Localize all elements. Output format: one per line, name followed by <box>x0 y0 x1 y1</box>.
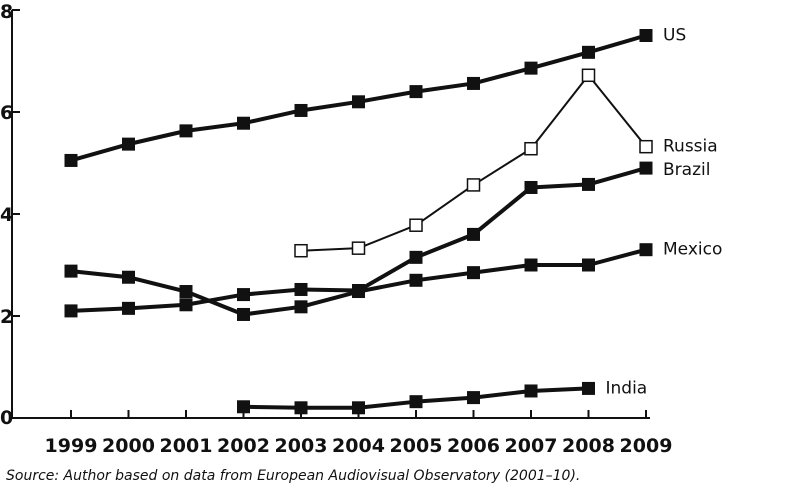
data-point-brazil <box>237 288 250 302</box>
data-point-us <box>294 103 308 117</box>
axes <box>11 9 650 419</box>
data-point-mexico <box>64 264 78 278</box>
data-point-us <box>639 29 653 42</box>
x-tick-label: 1999 <box>45 435 98 457</box>
data-point-mexico <box>294 300 308 314</box>
data-point-mexico <box>467 266 480 280</box>
data-point-us <box>237 116 250 130</box>
x-tick-label: 2000 <box>102 435 155 457</box>
data-point-brazil <box>467 227 480 241</box>
data-point-brazil <box>639 161 653 175</box>
series-label-mexico: Mexico <box>663 240 722 260</box>
data-point-us <box>524 61 538 75</box>
data-point-russia <box>581 68 596 83</box>
data-point-us <box>122 137 135 151</box>
data-point-brazil <box>294 282 308 296</box>
data-point-us <box>179 124 193 138</box>
x-tick-labels: 1999 2000 2001 2002 2003 2004 2005 2006 2007 2008… <box>45 435 673 457</box>
x-tick-label: 2002 <box>217 435 270 457</box>
x-tick-label: 2007 <box>505 435 558 457</box>
data-point-brazil <box>409 250 423 264</box>
data-point-india <box>582 381 595 395</box>
series-labels: US Russia Brazil Mexico India <box>606 26 723 399</box>
data-point-mexico <box>582 258 595 272</box>
y-tick-label: 0 <box>0 407 13 429</box>
data-point-us <box>582 45 595 59</box>
data-point-russia <box>466 178 481 192</box>
data-point-brazil <box>64 304 78 318</box>
data-point-russia <box>409 218 423 232</box>
data-point-brazil <box>122 301 135 315</box>
data-point-mexico <box>352 285 365 299</box>
series-label-russia: Russia <box>663 137 718 157</box>
series-label-brazil: Brazil <box>663 160 710 180</box>
data-point-us <box>467 76 480 90</box>
data-point-mexico <box>122 270 135 284</box>
data-point-russia <box>294 243 308 258</box>
data-point-brazil <box>179 298 193 312</box>
y-tick-label: 6 <box>0 102 13 124</box>
y-tick-label: 2 <box>0 306 13 328</box>
x-tick-label: 2006 <box>447 435 500 457</box>
data-point-mexico <box>179 285 193 299</box>
source-note: Source: Author based on data from Europe… <box>6 468 581 484</box>
data-point-india <box>467 391 480 405</box>
series-india <box>237 381 595 415</box>
data-point-russia <box>351 241 366 255</box>
data-point-us <box>409 85 423 99</box>
x-tick-label: 2003 <box>275 435 328 457</box>
data-point-russia <box>524 141 538 156</box>
data-point-brazil <box>524 180 538 194</box>
x-tick-label: 2001 <box>160 435 213 457</box>
data-point-india <box>524 384 538 398</box>
series-label-us: US <box>663 26 686 46</box>
series-layer <box>64 29 653 415</box>
y-tick-label: 8 <box>0 1 13 23</box>
data-point-us <box>352 95 365 109</box>
x-tick-label: 2005 <box>390 435 443 457</box>
data-point-russia <box>639 139 653 154</box>
data-point-mexico <box>237 307 250 321</box>
x-tick-label: 2009 <box>620 435 673 457</box>
y-tick-labels: 0 2 4 6 8 <box>0 1 13 429</box>
x-tick-label: 2004 <box>332 435 385 457</box>
series-label-india: India <box>606 378 648 398</box>
series-mexico <box>64 243 653 321</box>
data-point-mexico <box>639 243 653 257</box>
series-us <box>64 29 653 167</box>
series-russia <box>294 68 653 258</box>
data-point-india <box>237 400 250 414</box>
data-point-mexico <box>409 273 423 287</box>
data-point-india <box>352 401 365 415</box>
data-point-india <box>294 401 308 415</box>
data-point-mexico <box>524 258 538 272</box>
data-point-brazil <box>582 177 595 191</box>
data-point-india <box>409 395 423 409</box>
data-point-us <box>64 153 78 167</box>
y-tick-label: 4 <box>0 204 13 226</box>
x-tick-label: 2008 <box>562 435 615 457</box>
